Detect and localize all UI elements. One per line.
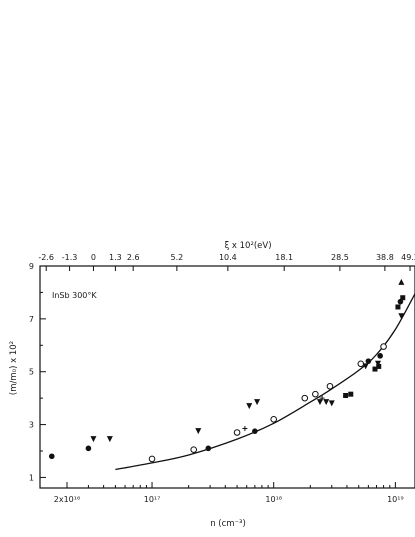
data-point-filled-triangle-down [323,399,330,406]
data-point-filled-triangle-down [106,436,113,443]
data-point-filled-triangle-down [328,400,335,407]
top-tick-label: 0 [91,253,96,262]
data-point-filled-circle [365,358,372,364]
y-tick-label: 9 [29,262,34,271]
data-point-filled-triangle-down [195,428,202,435]
data-point-filled-square [343,393,349,398]
data-point-open-circle [357,360,365,368]
data-point-filled-triangle-up [398,278,405,285]
data-point-open-circle [233,429,241,436]
data-point-filled-square [372,366,378,372]
data-point-filled-triangle-down [398,313,405,320]
sample-annotation: InSb 300°K [52,291,97,300]
fit-curve [115,293,415,471]
data-point-filled-circle [252,428,258,434]
data-point-filled-triangle-down [246,403,253,410]
top-tick-label: -2.6 [38,253,54,262]
top-tick-label: 1.3 [109,253,122,262]
data-point-open-circle [190,446,197,453]
data-point-filled-square [376,363,382,369]
y-tick-label: 1 [29,473,34,482]
data-point-filled-circle [205,445,212,452]
y-axis-label: (m/m₀) x 10² [9,341,19,395]
data-point-open-circle [270,415,277,423]
data-point-filled-circle [48,453,55,460]
y-tick-label: 7 [29,315,34,324]
top-tick-label: 5.2 [171,253,184,262]
x-tick-label: 10¹⁹ [387,495,404,504]
top-tick-label: -1.3 [62,253,78,262]
top-axis-label: ξ x 10²(eV) [224,241,271,251]
data-point-filled-triangle-down [362,363,369,370]
x-tick-label: 10¹⁸ [265,495,282,504]
data-point-filled-triangle-down [375,360,382,367]
data-point-open-circle [301,394,309,402]
data-point-filled-triangle-down [316,399,323,406]
y-tick-label: 3 [29,421,34,430]
top-tick-label: 38.8 [376,253,394,262]
data-point-filled-triangle-down [254,399,261,406]
data-point-filled-square [400,295,406,301]
x-tick-label: 10¹⁷ [144,495,161,504]
data-point-cross [319,395,325,401]
data-point-open-circle [312,390,319,398]
data-point-cross [242,426,248,432]
data-point-open-circle [380,343,387,350]
data-point-open-circle [148,455,156,463]
y-tick-label: 5 [29,368,34,377]
x-axis-label: n (cm⁻³) [210,519,246,529]
top-tick-label: 18.1 [275,253,293,262]
top-tick-label: 2.6 [127,253,140,262]
data-point-filled-circle [397,298,404,305]
top-tick-label: 49.2 [401,253,415,262]
top-tick-label: 10.4 [219,253,237,262]
data-point-filled-circle [85,445,92,452]
data-point-filled-circle [377,353,383,359]
x-tick-label: 2x10¹⁶ [54,495,80,504]
data-point-filled-triangle-down [90,436,97,443]
top-tick-label: 28.5 [331,253,349,262]
data-point-filled-square [395,304,401,310]
data-point-filled-square [348,391,354,397]
data-point-open-circle [326,382,334,390]
